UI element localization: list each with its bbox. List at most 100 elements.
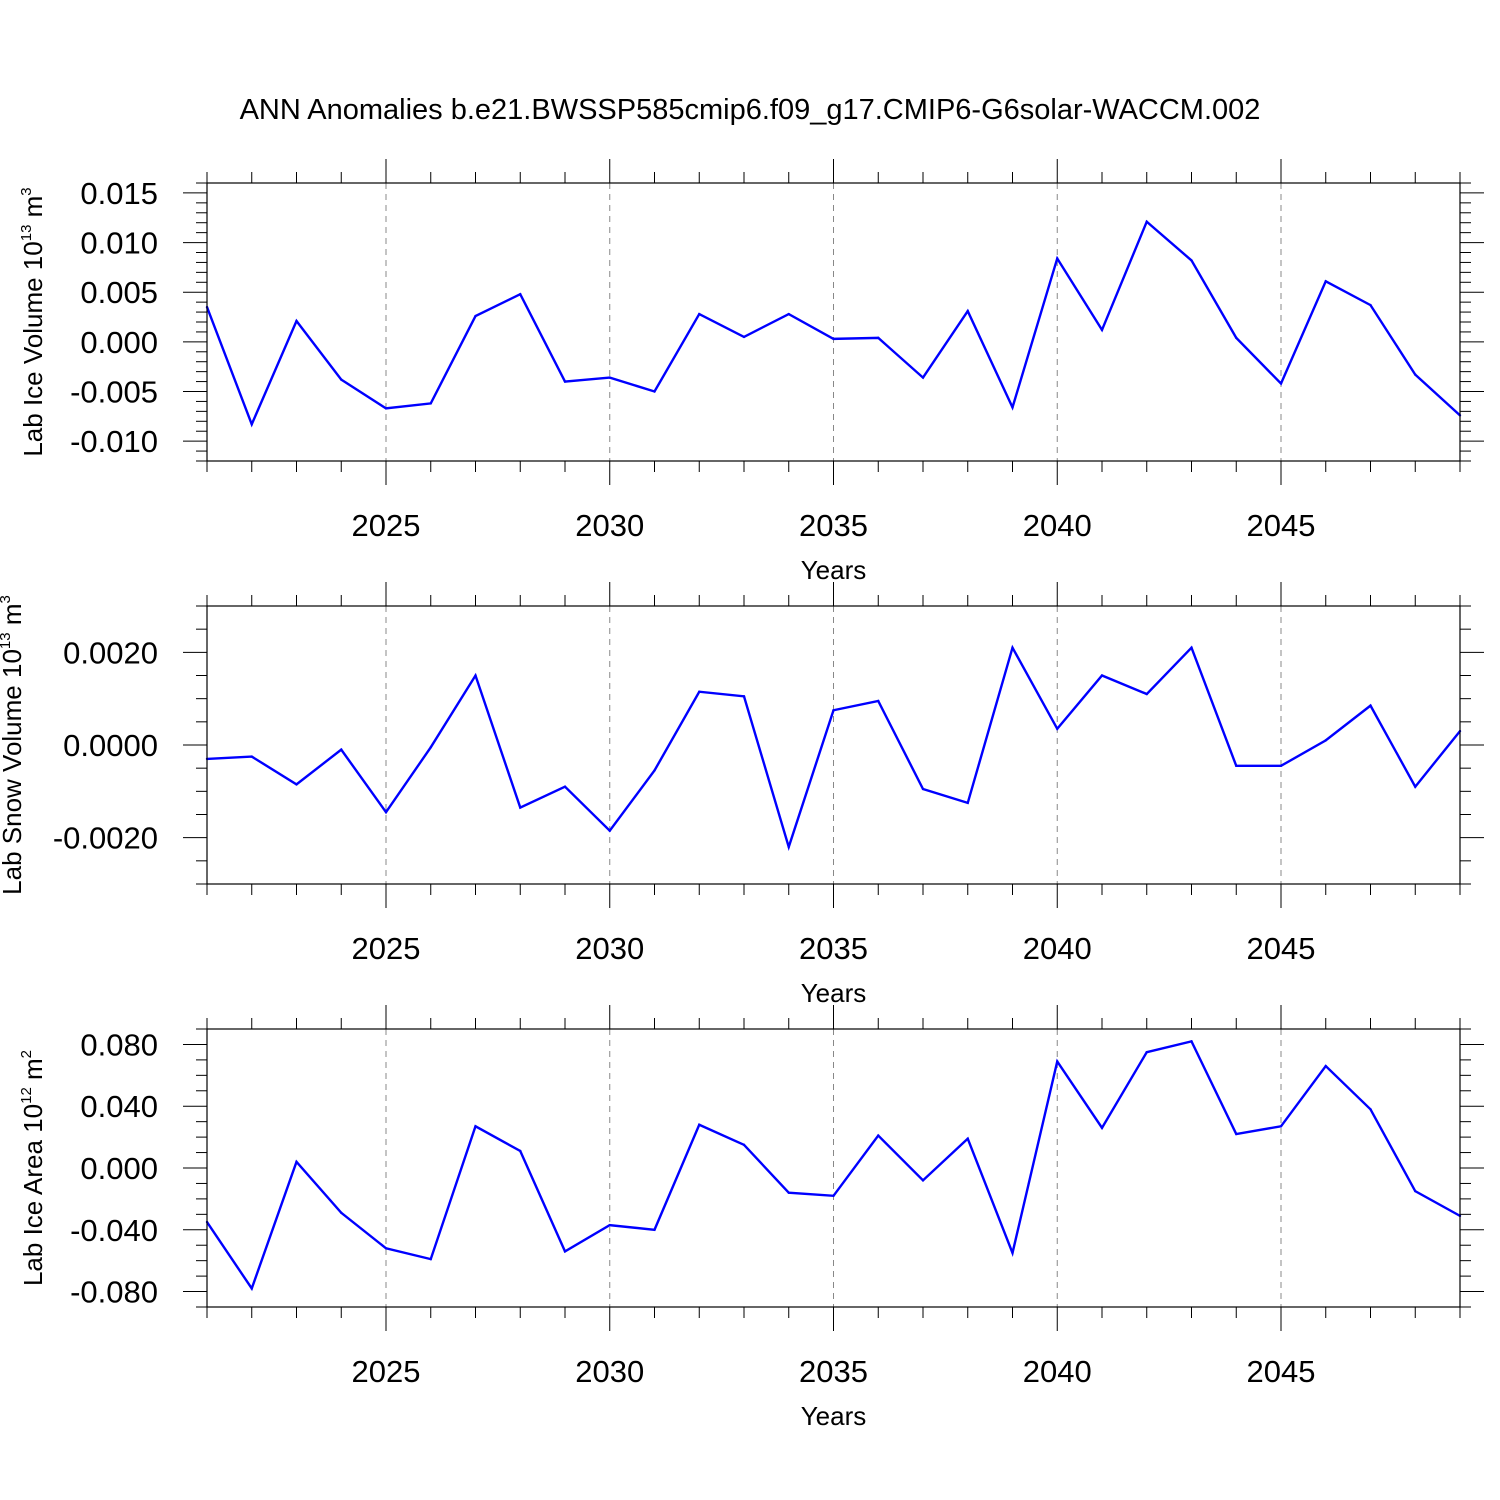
y-tick-label: 0.000 <box>80 325 158 360</box>
data-point <box>1190 1040 1193 1043</box>
y-tick-label: 0.0020 <box>63 635 158 670</box>
data-point <box>787 312 790 316</box>
data-point <box>474 1125 477 1128</box>
x-tick-label: 2025 <box>352 931 421 966</box>
data-point <box>1235 1132 1238 1136</box>
y-axis-label: Lab Snow Volume 1013 m3 <box>0 595 27 895</box>
data-point <box>563 1250 567 1253</box>
x-tick-label: 2035 <box>799 508 868 543</box>
data-point <box>1324 280 1327 283</box>
data-point <box>384 407 388 410</box>
panel-ice-area: -0.080 -0.040 0.000 0.040 0.080 2025 2030 2035 2… <box>18 1005 1484 1431</box>
data-point <box>1011 1251 1014 1255</box>
data-point <box>1369 303 1372 307</box>
data-point <box>1414 373 1417 376</box>
data-point <box>653 390 656 393</box>
data-point <box>250 1287 253 1290</box>
data-point <box>1056 257 1059 260</box>
data-point <box>1190 259 1193 262</box>
data-point <box>1324 1064 1327 1068</box>
x-tick-label: 2030 <box>575 1354 644 1389</box>
data-point <box>921 787 925 791</box>
data-point <box>921 376 925 379</box>
x-tick-label: 2025 <box>352 1354 421 1389</box>
data-point <box>474 674 477 677</box>
chart-title: ANN Anomalies b.e21.BWSSP585cmip6.f09_g1… <box>240 94 1261 126</box>
data-point <box>1056 1060 1059 1063</box>
data-point <box>1279 764 1283 768</box>
chart-panels: -0.010 -0.005 0.000 0.005 0.010 0.015 2025 2030… <box>0 159 1484 1431</box>
x-tick-label: 2040 <box>1023 931 1092 966</box>
data-point <box>1145 692 1148 696</box>
data-point <box>742 335 746 339</box>
y-tick-label: -0.005 <box>70 375 158 410</box>
y-tick-label: 0.040 <box>80 1089 158 1124</box>
data-point <box>250 755 253 758</box>
data-point <box>519 293 522 296</box>
data-point <box>1056 727 1059 730</box>
data-point <box>295 1160 298 1164</box>
data-point <box>1100 328 1104 332</box>
data-point <box>1324 739 1327 742</box>
data-point <box>608 376 611 379</box>
data-point <box>653 769 656 772</box>
x-tick-label: 2040 <box>1023 1354 1092 1389</box>
data-point <box>1100 674 1104 677</box>
x-tick-label: 2030 <box>575 931 644 966</box>
data-point <box>1145 1050 1148 1054</box>
data-point <box>1190 646 1193 649</box>
data-point <box>340 1211 343 1214</box>
data-point <box>384 1247 388 1250</box>
data-point <box>608 829 611 832</box>
data-point <box>787 1191 790 1194</box>
y-axis-label: Lab Ice Area 1012 m2 <box>18 1050 48 1286</box>
data-point <box>1100 1126 1104 1130</box>
y-tick-label: 0.010 <box>80 226 158 261</box>
data-point <box>1145 220 1148 223</box>
data-point <box>1414 785 1417 788</box>
y-tick-label: -0.040 <box>70 1213 158 1248</box>
data-point <box>698 690 701 693</box>
data-point <box>832 1194 835 1198</box>
y-tick-label: 0.015 <box>80 176 158 211</box>
data-point <box>429 1257 432 1261</box>
x-tick-label: 2035 <box>799 1354 868 1389</box>
data-point <box>1279 1125 1283 1128</box>
y-tick-label: -0.0020 <box>53 821 158 856</box>
y-tick-label: 0.000 <box>80 1151 158 1186</box>
y-tick-label: 0.080 <box>80 1027 158 1062</box>
data-point <box>1011 646 1014 649</box>
data-point <box>698 1123 701 1126</box>
x-tick-label: 2030 <box>575 508 644 543</box>
data-point <box>384 810 388 814</box>
data-point <box>250 423 253 426</box>
data-point <box>653 1228 656 1231</box>
x-tick-label: 2045 <box>1247 1354 1316 1389</box>
x-axis-label: Years <box>801 555 867 585</box>
data-point <box>608 1223 611 1227</box>
plot-frame <box>206 182 1461 462</box>
data-point <box>742 1143 746 1147</box>
data-point <box>832 709 835 712</box>
x-tick-label: 2035 <box>799 931 868 966</box>
data-point <box>519 806 522 809</box>
panel-ice-volume: -0.010 -0.005 0.000 0.005 0.010 0.015 2025 2030… <box>18 159 1484 585</box>
data-point <box>1279 382 1283 385</box>
data-point <box>966 801 969 805</box>
data-point <box>832 337 835 341</box>
data-point <box>921 1179 925 1182</box>
data-point <box>1369 704 1372 707</box>
data-point <box>429 746 432 749</box>
x-tick-label: 2045 <box>1247 931 1316 966</box>
data-point <box>563 785 567 788</box>
data-point <box>1414 1189 1417 1193</box>
data-point <box>742 695 746 698</box>
data-point <box>1235 764 1238 768</box>
data-point <box>1011 406 1014 409</box>
y-tick-label: -0.010 <box>70 424 158 459</box>
data-point <box>340 378 343 381</box>
data-point <box>877 1134 880 1137</box>
y-axis-label: Lab Ice Volume 1013 m3 <box>18 187 48 456</box>
data-point <box>966 1137 969 1140</box>
